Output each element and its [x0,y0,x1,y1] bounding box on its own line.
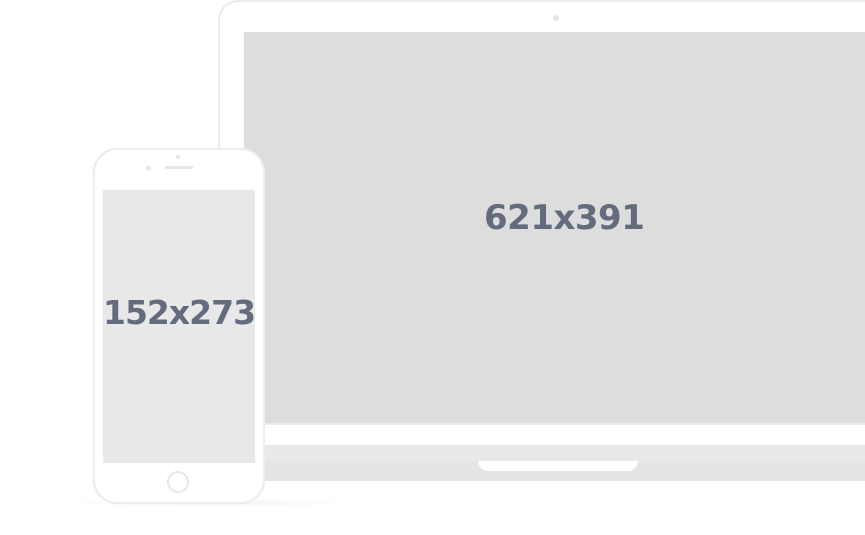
laptop-screen-placeholder [244,32,865,423]
phone-speaker-icon [165,166,193,169]
phone-screen-placeholder [103,190,255,463]
phone-home-button-icon [167,471,189,493]
laptop-hinge [244,423,865,445]
laptop-base [230,445,865,461]
laptop-notch [478,461,638,471]
laptop-screen-dimensions: 621x391 [484,198,645,238]
phone-screen-dimensions: 152x273 [103,293,256,332]
phone-camera-icon [176,155,180,159]
laptop-base-bottom [244,461,865,481]
phone-sensor-icon [146,166,151,171]
laptop-camera-icon [553,15,559,21]
